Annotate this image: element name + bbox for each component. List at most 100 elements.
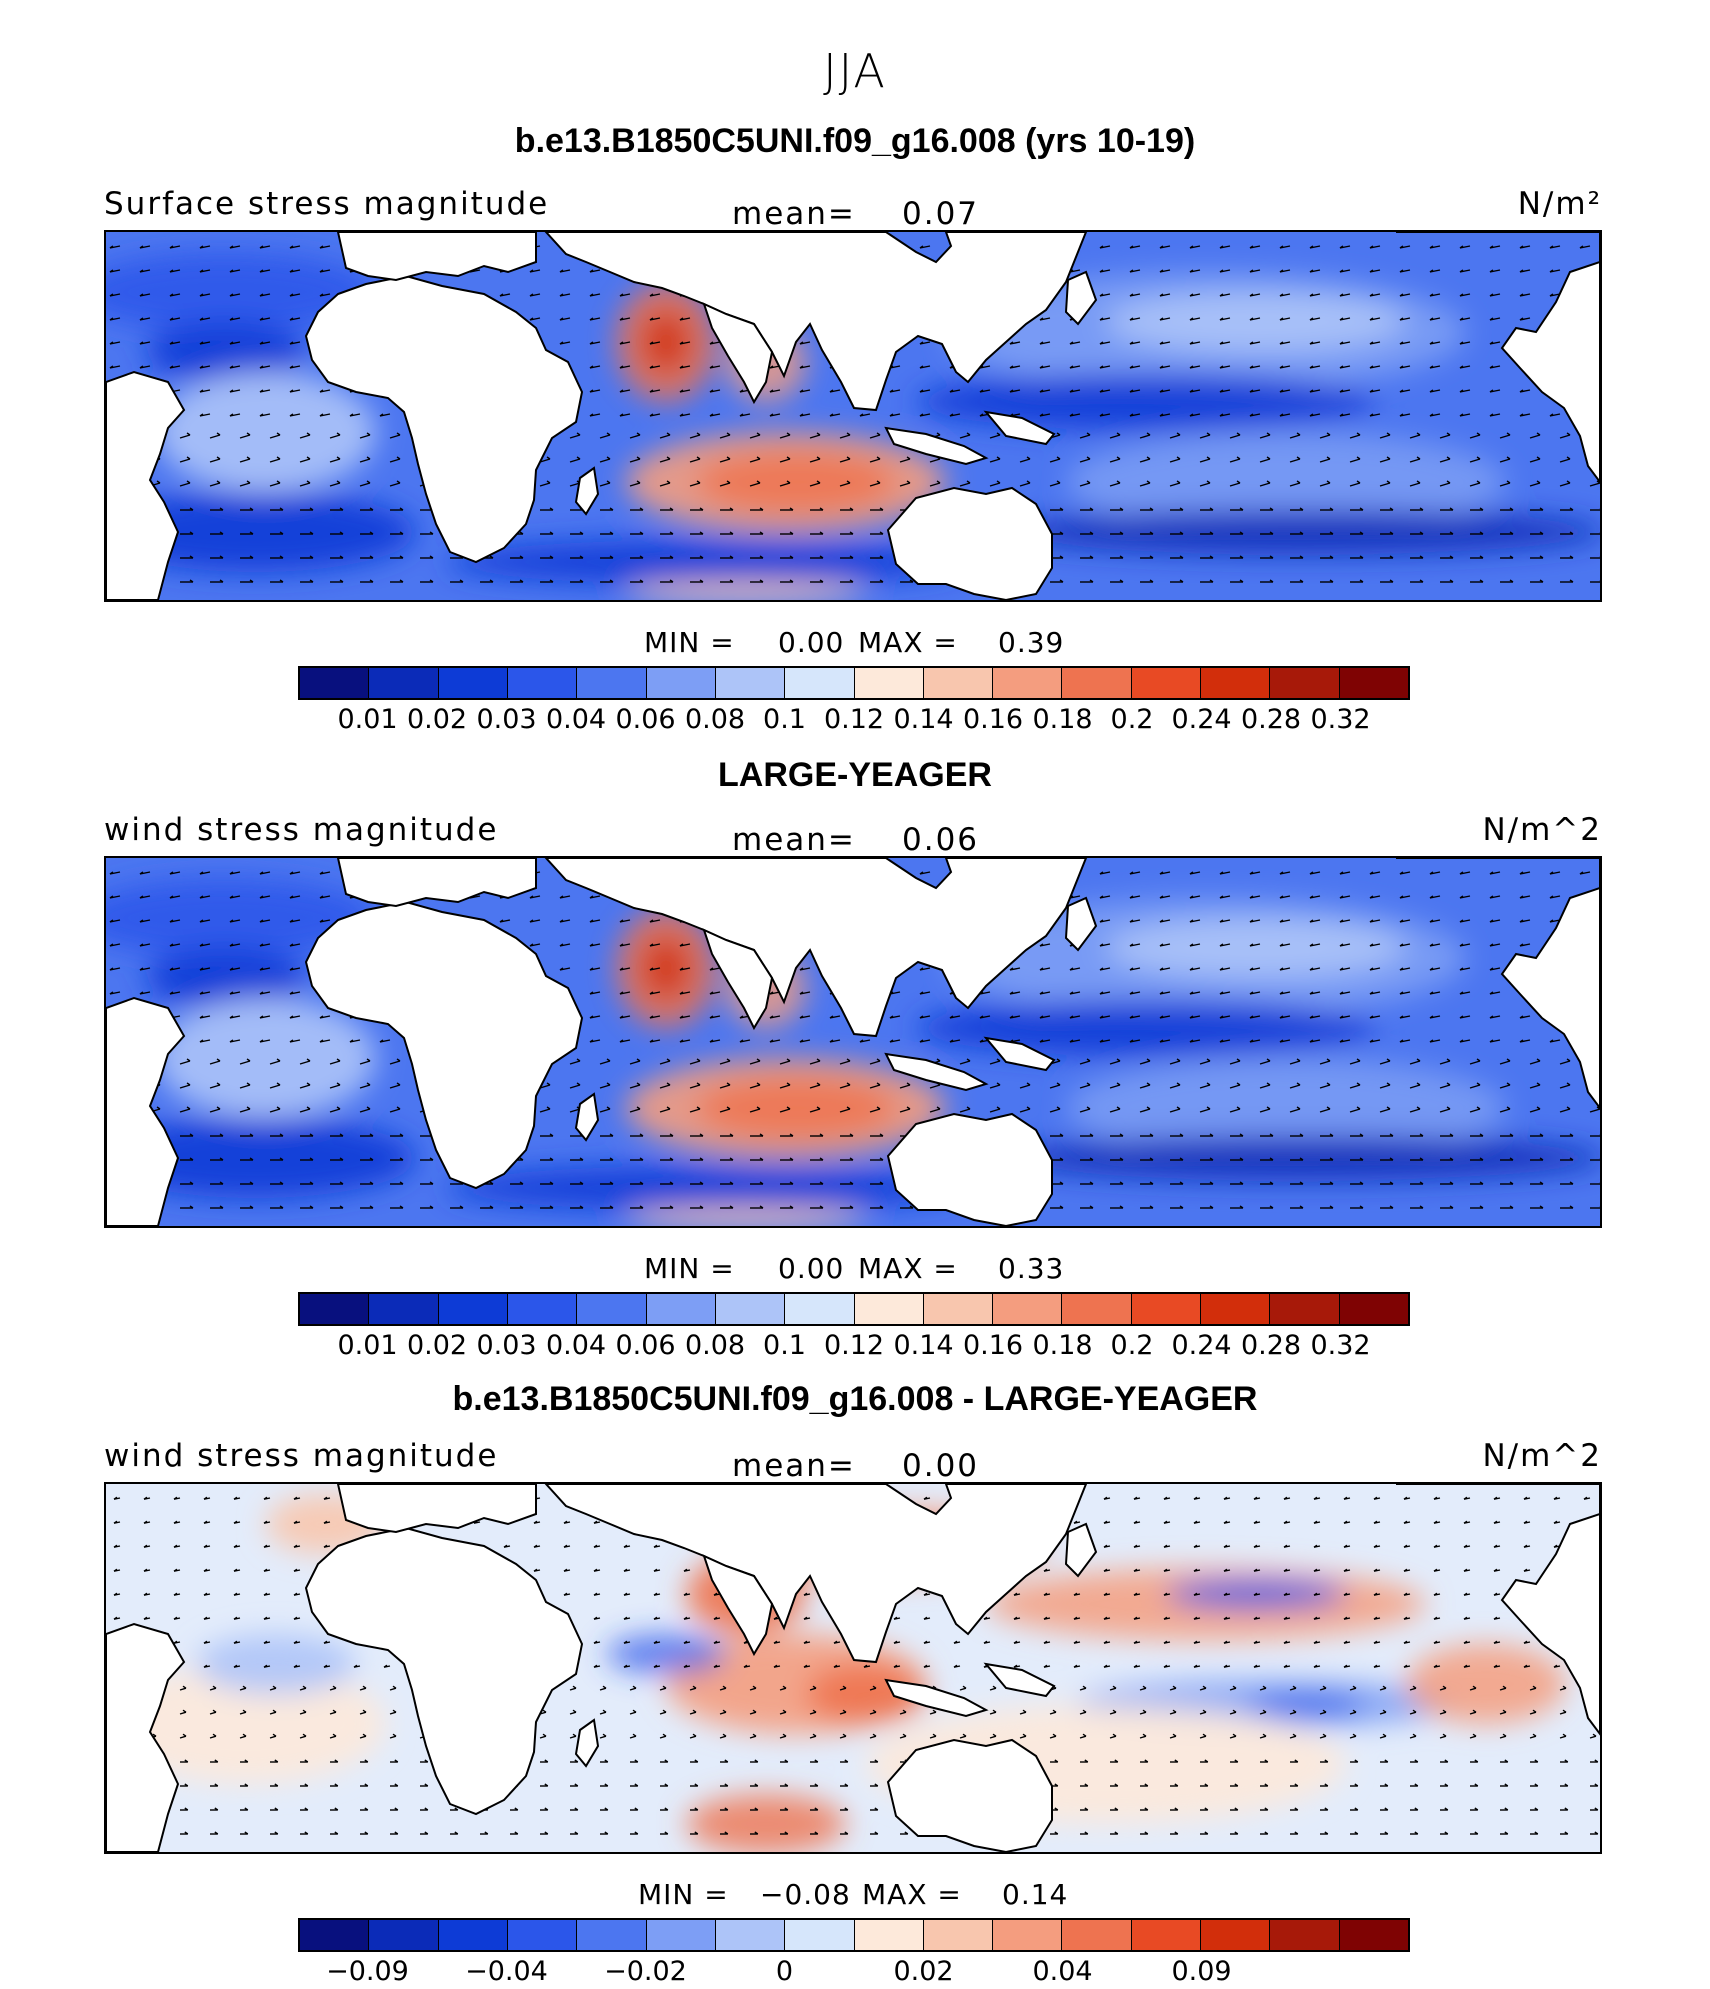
colorbar-tick-label: 0.03 xyxy=(476,704,537,735)
colorbar-swatch xyxy=(300,668,370,698)
colorbar-swatch xyxy=(993,668,1063,698)
colorbar-swatch xyxy=(438,1294,508,1324)
colorbar-swatch xyxy=(507,1294,578,1324)
continents xyxy=(106,1484,1600,1852)
colorbar-swatch xyxy=(369,1920,439,1950)
colorbar-swatch xyxy=(1270,1920,1340,1950)
colorbar-swatch xyxy=(993,1294,1063,1324)
panel-3-map xyxy=(104,1482,1602,1854)
panel-3-min-value: −0.08 xyxy=(760,1878,851,1911)
colorbar-tick-label: 0.24 xyxy=(1171,1330,1232,1361)
colorbar-tick-label: 0.18 xyxy=(1032,704,1093,735)
colorbar-swatch xyxy=(646,1294,716,1324)
colorbar-swatch xyxy=(1062,668,1132,698)
colorbar-swatch xyxy=(923,1294,994,1324)
colorbar-swatch xyxy=(923,1920,994,1950)
colorbar-tick-label: 0.04 xyxy=(1032,1956,1093,1987)
colorbar-tick-label: 0.08 xyxy=(684,704,746,735)
colorbar-tick-label: 0 xyxy=(775,1956,794,1987)
colorbar-swatch xyxy=(646,1920,716,1950)
colorbar-tick-label: 0.1 xyxy=(763,704,806,735)
colorbar-tick-label: 0.02 xyxy=(406,704,468,735)
panel-2-max-label: MAX = xyxy=(858,1252,958,1285)
colorbar-swatch xyxy=(1131,668,1202,698)
colorbar-tick-label: 0.18 xyxy=(1032,1330,1093,1361)
colorbar-swatch xyxy=(646,668,716,698)
panel-3-variable-label: wind stress magnitude xyxy=(104,1438,499,1474)
panel-3-max-value: 0.14 xyxy=(1002,1878,1069,1911)
colorbar-swatch xyxy=(1201,668,1271,698)
panel-2-min-value: 0.00 xyxy=(778,1252,845,1285)
colorbar-swatch xyxy=(715,668,786,698)
colorbar-tick-label: 0.28 xyxy=(1240,704,1302,735)
colorbar-swatch xyxy=(1339,1294,1408,1324)
panel-3-min-label: MIN = xyxy=(638,1878,729,1911)
colorbar-tick-label: 0.09 xyxy=(1171,1956,1232,1987)
shaded-field xyxy=(106,858,1600,1226)
colorbar-swatch xyxy=(993,1920,1063,1950)
season-title: JJA xyxy=(823,44,887,98)
colorbar-swatch xyxy=(300,1294,370,1324)
panel-2-min-label: MIN = xyxy=(644,1252,735,1285)
colorbar-tick-label: 0.32 xyxy=(1310,704,1371,735)
colorbar-swatch xyxy=(1062,1920,1132,1950)
colorbar-swatch xyxy=(1131,1294,1202,1324)
colorbar-tick-label: 0.2 xyxy=(1110,1330,1154,1361)
panel-1-max-label: MAX = xyxy=(858,626,958,659)
panel-2-map xyxy=(104,856,1602,1228)
colorbar-swatch xyxy=(785,668,855,698)
colorbar-swatch xyxy=(1339,668,1408,698)
colorbar-tick-label: 0.01 xyxy=(337,1330,398,1361)
panel-3-colorbar xyxy=(298,1918,1410,1952)
panel-1-title: b.e13.B1850C5UNI.f09_g16.008 (yrs 10-19) xyxy=(514,122,1196,160)
colorbar-tick-label: −0.09 xyxy=(326,1956,409,1987)
colorbar-tick-label: 0.1 xyxy=(763,1330,806,1361)
colorbar-tick-label: 0.14 xyxy=(893,1330,954,1361)
colorbar-swatch xyxy=(300,1920,370,1950)
colorbar-tick-label: 0.02 xyxy=(406,1330,468,1361)
panel-1-max-value: 0.39 xyxy=(998,626,1065,659)
panel-2-mean-value: 0.06 xyxy=(902,822,980,858)
panel-1-colorbar xyxy=(298,666,1410,700)
colorbar-tick-label: 0.06 xyxy=(615,704,676,735)
panel-1-min-label: MIN = xyxy=(644,626,735,659)
colorbar-swatch xyxy=(577,1920,647,1950)
panel-2-max-value: 0.33 xyxy=(998,1252,1065,1285)
colorbar-tick-label: 0.08 xyxy=(684,1330,746,1361)
panel-3-title: b.e13.B1850C5UNI.f09_g16.008 - LARGE-YEA… xyxy=(452,1380,1258,1418)
panel-2-mean-label: mean= xyxy=(732,822,856,858)
colorbar-tick-label: 0.04 xyxy=(545,704,607,735)
panel-1-variable-label: Surface stress magnitude xyxy=(104,186,550,222)
panel-3-max-label: MAX = xyxy=(862,1878,962,1911)
colorbar-tick-label: 0.16 xyxy=(962,704,1024,735)
colorbar-swatch xyxy=(923,668,994,698)
colorbar-tick-label: 0.2 xyxy=(1110,704,1154,735)
colorbar-swatch xyxy=(1201,1920,1271,1950)
colorbar-swatch xyxy=(854,668,924,698)
panel-1-min-value: 0.00 xyxy=(778,626,845,659)
colorbar-swatch xyxy=(854,1920,924,1950)
panel-3-mean-label: mean= xyxy=(732,1448,856,1484)
colorbar-tick-label: −0.04 xyxy=(465,1956,548,1987)
panel-2-title: LARGE-YEAGER xyxy=(718,756,992,794)
continents xyxy=(106,858,1600,1226)
colorbar-tick-label: 0.16 xyxy=(962,1330,1024,1361)
panel-3-units: N/m^2 xyxy=(1482,1438,1602,1474)
colorbar-swatch xyxy=(577,1294,647,1324)
colorbar-tick-label: 0.14 xyxy=(893,704,954,735)
colorbar-tick-label: 0.12 xyxy=(823,704,885,735)
colorbar-tick-label: 0.32 xyxy=(1310,1330,1371,1361)
colorbar-swatch xyxy=(507,1920,578,1950)
colorbar-swatch xyxy=(438,1920,508,1950)
panel-2-variable-label: wind stress magnitude xyxy=(104,812,499,848)
colorbar-tick-label: 0.24 xyxy=(1171,704,1232,735)
colorbar-swatch xyxy=(1201,1294,1271,1324)
colorbar-tick-label: 0.01 xyxy=(337,704,398,735)
colorbar-tick-label: 0.12 xyxy=(823,1330,885,1361)
colorbar-swatch xyxy=(1339,1920,1408,1950)
colorbar-swatch xyxy=(507,668,578,698)
colorbar-swatch xyxy=(438,668,508,698)
continents xyxy=(106,232,1600,600)
colorbar-swatch xyxy=(369,1294,439,1324)
panel-1-mean-value: 0.07 xyxy=(902,196,980,232)
